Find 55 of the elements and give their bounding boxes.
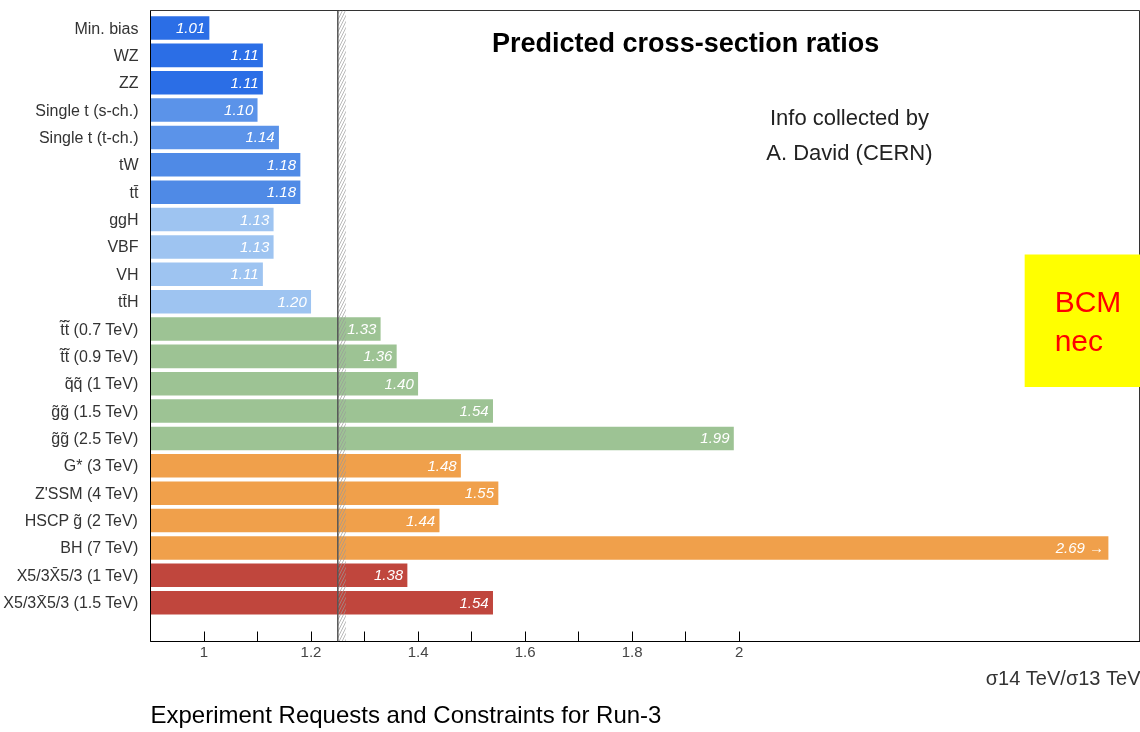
text: Predicted cross-section ratios bbox=[492, 28, 880, 59]
data-label: 1.18 bbox=[266, 183, 297, 201]
y-tick-label: t̃t̃ (0.7 TeV) bbox=[58, 319, 139, 338]
x-tick-label: 1.8 bbox=[621, 642, 643, 660]
data-label: 1.11 bbox=[230, 265, 259, 283]
data-label: 1.54 bbox=[459, 593, 489, 611]
y-tick-label: q̃q̃ (1 TeV) bbox=[64, 375, 139, 393]
data-label: 1.11 bbox=[230, 46, 259, 64]
y-tick-label: tW bbox=[118, 156, 140, 174]
y-tick-label: X5/3X̄5/3 (1 TeV) bbox=[16, 566, 139, 584]
data-label: 1.13 bbox=[240, 210, 270, 228]
y-tick-label: WZ bbox=[113, 46, 139, 64]
data-label: 1.54 bbox=[459, 402, 489, 420]
data-label: 1.55 bbox=[464, 484, 495, 502]
y-tick-label: g̃g̃ (1.5 TeV) bbox=[51, 402, 139, 420]
data-label: 1.48 bbox=[427, 456, 458, 474]
x-tick-label: 1.2 bbox=[300, 642, 322, 660]
data-label: 1.40 bbox=[384, 374, 415, 392]
y-tick-label: VBF bbox=[107, 238, 139, 256]
data-label: 2.69 → bbox=[1054, 539, 1105, 557]
x-axis-title: σ14 TeV/σ13 TeV bbox=[985, 666, 1140, 689]
y-tick-label: Min. bias bbox=[74, 19, 139, 37]
data-label: 1.14 bbox=[245, 128, 275, 146]
data-label: 1.38 bbox=[373, 566, 404, 584]
data-label: 1.36 bbox=[363, 347, 394, 365]
annotation: Info collected by A. David (CERN) bbox=[766, 104, 933, 165]
y-tick-label: tt̄H bbox=[118, 293, 139, 311]
y-tick-label: ggH bbox=[109, 211, 139, 229]
y-tick-label: HSCP g̃ (2 TeV) bbox=[24, 512, 138, 530]
data-label: 1.33 bbox=[347, 320, 377, 338]
annotation: BCM nec bbox=[1054, 284, 1122, 358]
y-tick-label: ZZ bbox=[118, 74, 139, 92]
y-tick-label: Single t (t-ch.) bbox=[38, 128, 139, 146]
y-tick-label: VH bbox=[116, 265, 139, 283]
text: Experiment Requests and Constraints for Run-3 bbox=[150, 700, 662, 728]
y-tick-label: X5/3X̄5/3 (1.5 TeV) bbox=[3, 594, 139, 612]
data-label: 1.13 bbox=[240, 237, 270, 255]
y-tick-label: g̃g̃ (2.5 TeV) bbox=[51, 429, 139, 447]
data-label: 1.99 bbox=[700, 429, 731, 447]
y-tick-label: G* (3 TeV) bbox=[63, 457, 139, 475]
data-label: 1.44 bbox=[406, 511, 436, 529]
data-label: 1.11 bbox=[230, 73, 259, 91]
data-label: 1.10 bbox=[224, 101, 254, 119]
data-label: 1.18 bbox=[266, 155, 297, 173]
x-tick-label: 1 bbox=[199, 642, 209, 660]
y-tick-label: t̃t̃ (0.9 TeV) bbox=[58, 346, 139, 365]
y-tick-label: BH (7 TeV) bbox=[60, 539, 139, 557]
y-tick-label: tt̄ bbox=[129, 183, 140, 201]
y-tick-label: Z'SSM (4 TeV) bbox=[34, 484, 139, 502]
y-tick-label: Single t (s-ch.) bbox=[35, 101, 139, 119]
x-tick-label: 1.4 bbox=[407, 642, 429, 660]
x-tick-label: 1.6 bbox=[514, 642, 536, 660]
data-label: 1.20 bbox=[277, 292, 308, 310]
data-label: 1.01 bbox=[175, 19, 206, 37]
x-tick-label: 2 bbox=[734, 642, 744, 660]
